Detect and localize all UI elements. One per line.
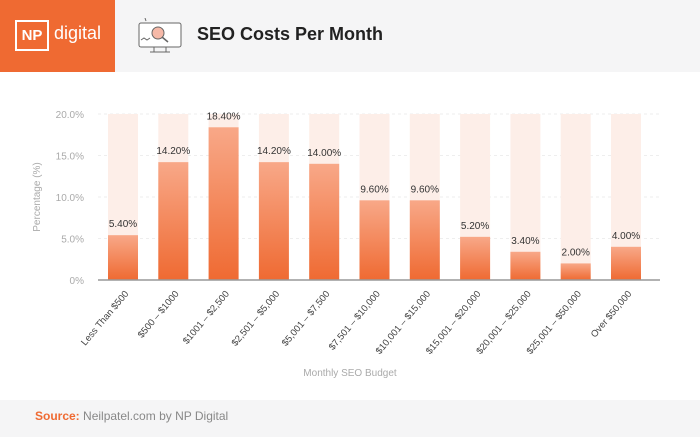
y-tick-label: 20.0% xyxy=(56,110,84,121)
data-label: 4.00% xyxy=(612,231,640,242)
bar xyxy=(611,246,641,280)
monitor-search-icon xyxy=(138,18,182,53)
data-label: 9.60% xyxy=(360,184,388,195)
x-tick-label: $10,001 – $15,000 xyxy=(374,289,433,357)
x-tick-label: $500 – $1000 xyxy=(136,289,182,341)
data-label: 2.00% xyxy=(562,247,590,258)
data-label: 14.00% xyxy=(307,148,341,159)
x-tick-label: $15,001 – $20,000 xyxy=(424,289,483,357)
bar xyxy=(208,127,239,280)
chart-title: SEO Costs Per Month xyxy=(197,24,384,44)
header: NP digital SEO Costs Per Month xyxy=(0,0,700,72)
logo-text: digital xyxy=(54,23,102,43)
y-tick-label: 15.0% xyxy=(56,152,84,163)
x-axis-label: Monthly SEO Budget xyxy=(303,368,397,379)
x-tick-label: $5,001 – $7,500 xyxy=(280,289,333,349)
x-tick-label: Less Than $500 xyxy=(79,289,131,348)
bar xyxy=(409,200,440,280)
data-label: 3.40% xyxy=(511,236,539,247)
y-tick-label: 10.0% xyxy=(56,193,84,204)
source-label: Source: xyxy=(35,409,80,423)
np-digital-logo: NP digital xyxy=(0,0,115,72)
x-tick-label: $2,501 – $5,000 xyxy=(230,289,283,349)
source-text: Neilpatel.com by NP Digital xyxy=(83,409,229,423)
x-tick-label: $7,501 – $10,000 xyxy=(327,289,383,353)
x-tick-label: $25,001 – $50,000 xyxy=(525,289,584,357)
x-tick-label: $20,001 – $25,000 xyxy=(474,289,533,357)
bar xyxy=(258,162,289,280)
bar xyxy=(108,235,138,280)
bar-track xyxy=(560,114,591,280)
footer: Source: Neilpatel.com by NP Digital xyxy=(0,400,700,437)
data-label: 18.40% xyxy=(207,111,241,122)
bar xyxy=(309,163,340,280)
data-label: 5.20% xyxy=(461,221,489,232)
data-label: 9.60% xyxy=(411,184,439,195)
bar xyxy=(460,236,491,280)
bar xyxy=(510,251,541,280)
x-tick-label: Over $50,000 xyxy=(589,289,634,340)
y-tick-label: 5.0% xyxy=(61,235,84,246)
data-label: 5.40% xyxy=(109,219,137,230)
bar xyxy=(560,263,591,280)
y-tick-label: 0% xyxy=(70,276,85,287)
x-tick-label: $1001 – $2,500 xyxy=(181,289,232,347)
bar xyxy=(158,162,189,280)
data-label: 14.20% xyxy=(156,146,190,157)
bar xyxy=(359,200,390,280)
data-label: 14.20% xyxy=(257,146,291,157)
logo-np: NP xyxy=(15,20,49,51)
y-axis-label: Percentage (%) xyxy=(32,162,43,231)
bar-chart: 0% 5.0% 10.0% 15.0% 20.0% Percentage (%) 5.40%… xyxy=(32,110,660,379)
